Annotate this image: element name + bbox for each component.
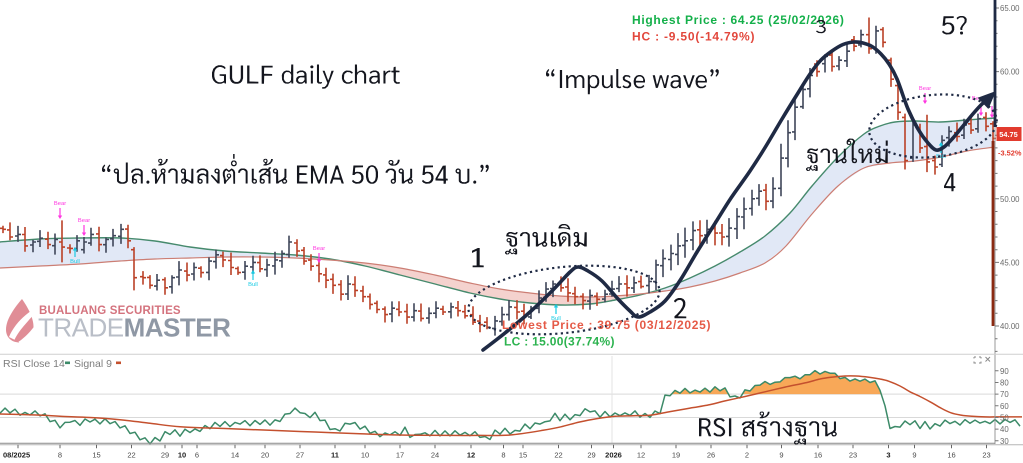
svg-text:12: 12 — [467, 451, 475, 460]
svg-text:9: 9 — [912, 451, 916, 460]
svg-text:22: 22 — [127, 451, 135, 460]
svg-text:22: 22 — [554, 451, 562, 460]
svg-text:8: 8 — [501, 451, 505, 460]
svg-text:40: 40 — [1000, 425, 1009, 434]
svg-text:24: 24 — [431, 451, 439, 460]
svg-text:Bear: Bear — [972, 96, 984, 102]
svg-text:60: 60 — [1000, 402, 1009, 411]
svg-text:26: 26 — [707, 451, 715, 460]
svg-text:80: 80 — [1000, 379, 1009, 388]
svg-text:08/2025: 08/2025 — [3, 451, 30, 460]
svg-text:8: 8 — [58, 451, 62, 460]
svg-text:2: 2 — [745, 451, 749, 460]
svg-text:30: 30 — [1000, 437, 1009, 446]
svg-text:27: 27 — [296, 451, 304, 460]
svg-text:-3.52%: -3.52% — [998, 149, 1022, 158]
svg-text:16: 16 — [947, 451, 955, 460]
svg-text:Bull: Bull — [248, 282, 258, 288]
svg-text:Bull: Bull — [936, 154, 946, 160]
svg-text:LC : 15.00(37.74%): LC : 15.00(37.74%) — [504, 335, 615, 349]
svg-text:15: 15 — [92, 451, 100, 460]
svg-text:6: 6 — [195, 451, 199, 460]
svg-text:Bear: Bear — [78, 218, 90, 224]
svg-text:Highest Price : 64.25 (25/02/2: Highest Price : 64.25 (25/02/2026) — [632, 13, 845, 27]
svg-text:15: 15 — [519, 451, 527, 460]
svg-text:TRADEMASTER: TRADEMASTER — [38, 313, 231, 343]
svg-text:17: 17 — [396, 451, 404, 460]
svg-text:10: 10 — [178, 451, 186, 460]
svg-text:11: 11 — [331, 451, 339, 460]
svg-text:90: 90 — [1000, 367, 1009, 376]
svg-text:10: 10 — [361, 451, 369, 460]
svg-text:19: 19 — [672, 451, 680, 460]
svg-text:3: 3 — [886, 451, 890, 460]
svg-text:60.00: 60.00 — [1000, 68, 1020, 77]
svg-text:Bear: Bear — [313, 246, 325, 252]
svg-text:50.00: 50.00 — [1000, 195, 1020, 204]
svg-text:40.00: 40.00 — [1000, 322, 1020, 331]
svg-text:9: 9 — [779, 451, 783, 460]
svg-text:20: 20 — [261, 451, 269, 460]
svg-text:Lowest Price : 39.75 (03/12/20: Lowest Price : 39.75 (03/12/2025) — [502, 318, 711, 332]
svg-text:BUALUANG SECURITIES: BUALUANG SECURITIES — [39, 305, 181, 317]
svg-text:HC : -9.50(-14.79%): HC : -9.50(-14.79%) — [632, 30, 755, 44]
svg-text:45.00: 45.00 — [1000, 258, 1020, 267]
svg-text:29: 29 — [161, 451, 169, 460]
svg-text:12: 12 — [637, 451, 645, 460]
svg-text:2026: 2026 — [605, 451, 622, 460]
svg-text:23: 23 — [849, 451, 857, 460]
svg-text:29: 29 — [587, 451, 595, 460]
svg-text:50: 50 — [1000, 414, 1009, 423]
svg-text:Bull: Bull — [70, 259, 80, 265]
svg-text:23: 23 — [982, 451, 990, 460]
svg-text:65.00: 65.00 — [1000, 4, 1020, 13]
svg-text:16: 16 — [814, 451, 822, 460]
svg-text:Bear: Bear — [919, 86, 931, 92]
svg-text:14: 14 — [231, 451, 239, 460]
svg-text:Signal 9: Signal 9 — [74, 358, 112, 370]
svg-text:Bull: Bull — [551, 316, 561, 322]
svg-text:70: 70 — [1000, 390, 1009, 399]
svg-text:RSI Close 14: RSI Close 14 — [3, 358, 65, 370]
svg-text:Bear: Bear — [54, 201, 66, 207]
svg-text:54.75: 54.75 — [999, 130, 1018, 139]
